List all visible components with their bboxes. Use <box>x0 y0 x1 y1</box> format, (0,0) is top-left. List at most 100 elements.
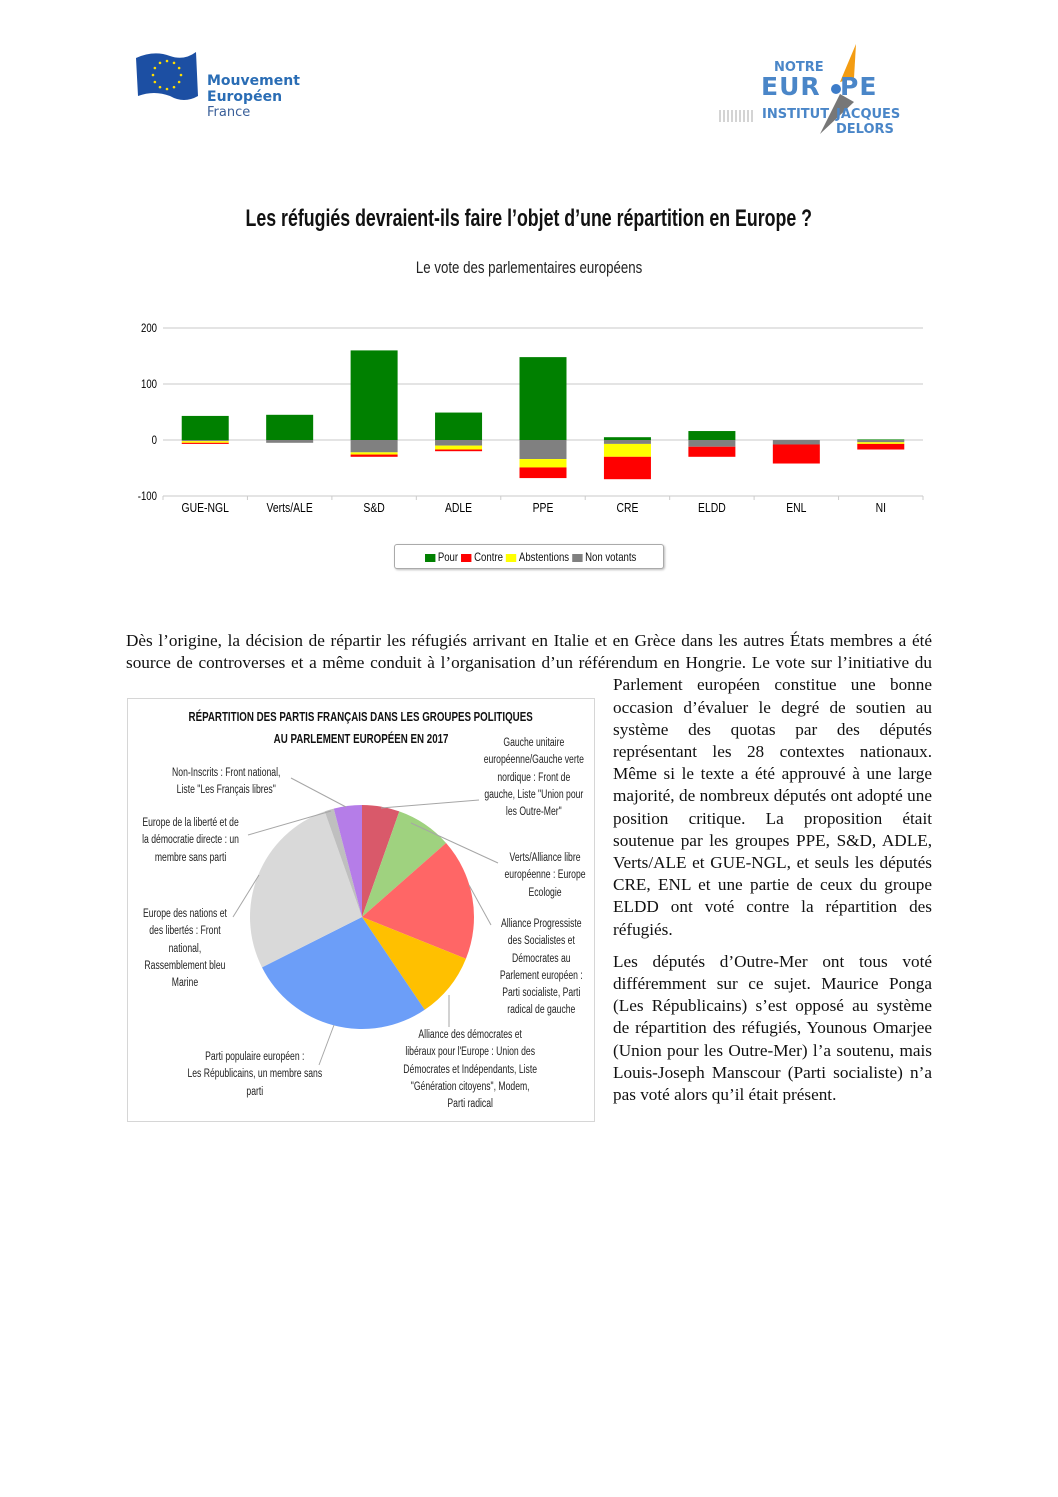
pie-slice-label: Alliance des démocrates et libéraux pour… <box>403 1029 537 1111</box>
pie-slice <box>324 808 362 917</box>
x-tick-label: Verts/ALE <box>267 501 313 515</box>
y-tick-label: 200 <box>141 322 157 335</box>
legend-item: Non votants <box>569 550 636 564</box>
pie-slice-label: Parti populaire européen : Les Républica… <box>187 1051 323 1098</box>
leader-line <box>380 799 480 809</box>
pie-slice-label: Europe de la liberté et de la démocratie… <box>142 817 240 864</box>
pie-slice-label: Alliance Progressiste des Socialistes et… <box>499 918 583 1017</box>
bar-segment-non-votants <box>857 440 905 443</box>
pie-slice <box>250 811 362 968</box>
bar-segment-non-votants <box>688 440 736 447</box>
pie-chart-figure: RÉPARTITION DES PARTIS FRANÇAIS DANS LES… <box>127 698 595 1122</box>
bar-segment-contre <box>603 456 651 480</box>
x-tick-label: ADLE <box>445 501 472 515</box>
bar-segment-abstentions <box>603 443 651 457</box>
x-tick-label: S&D <box>363 501 384 515</box>
bar-segment-non-votants <box>181 440 229 442</box>
logo-text: NOTRE <box>774 60 824 75</box>
bar-segment-pour <box>266 414 314 440</box>
legend-swatch <box>572 553 583 562</box>
leader-line <box>468 884 492 926</box>
bar-segment-pour <box>688 431 736 440</box>
mouvement-europeen-logo: Mouvement Européen France <box>134 48 304 128</box>
bar-segment-contre <box>519 467 567 479</box>
bar-segment-non-votants <box>266 440 314 443</box>
pie-title-line: AU PARLEMENT EUROPÉEN EN 2017 <box>273 732 449 747</box>
legend-swatch <box>506 553 517 562</box>
x-tick-label: ENL <box>786 501 807 515</box>
page-title: Les réfugiés devraient-ils faire l’objet… <box>0 205 1058 233</box>
bar-segment-non-votants <box>603 440 651 444</box>
bar-chart-title-text: Le vote des parlementaires européens <box>415 258 643 277</box>
bar-chart-legend: Pour Contre Abstentions Non votants <box>394 544 664 569</box>
paragraph: Dès l’origine, la décision de répartir l… <box>126 631 932 939</box>
x-tick-label: ELDD <box>698 501 726 515</box>
legend-label: Pour <box>437 550 459 564</box>
eu-flag-icon <box>136 52 198 100</box>
bar-segment-contre <box>772 444 820 464</box>
legend-swatch <box>425 553 436 562</box>
legend-label: Abstentions <box>518 550 570 564</box>
article-body: RÉPARTITION DES PARTIS FRANÇAIS DANS LES… <box>126 630 932 1126</box>
page-title-text: Les réfugiés devraient-ils faire l’objet… <box>245 205 813 232</box>
bar-chart-title: Le vote des parlementaires européens <box>0 258 1058 278</box>
pie-slice <box>362 917 466 1010</box>
logo-text: EUR PE <box>761 72 878 101</box>
pie-chart-title: RÉPARTITION DES PARTIS FRANÇAIS DANS LES… <box>128 705 594 749</box>
legend-item: Contre <box>458 550 503 564</box>
x-tick-label: NI <box>876 501 886 515</box>
y-tick-label: 0 <box>152 434 157 447</box>
bar-segment-non-votants <box>519 440 567 460</box>
compass-needle-icon <box>719 44 856 134</box>
legend-item: Abstentions <box>503 550 569 564</box>
logo-text-line: Mouvement <box>207 73 300 89</box>
x-tick-label: PPE <box>533 501 554 515</box>
pie-slice-label: Europe des nations et des libertés : Fro… <box>143 908 227 990</box>
logo-text-line: Européen <box>207 89 283 105</box>
pie-slice-label: Gauche unitaire européenne/Gauche verte … <box>483 737 585 819</box>
bar-segment-non-votants <box>350 440 398 453</box>
bar-segment-contre <box>435 449 483 452</box>
leader-line <box>247 810 332 836</box>
bar-segment-contre <box>181 442 229 444</box>
x-tick-label: CRE <box>616 501 638 515</box>
bar-segment-pour <box>519 357 567 440</box>
pie-slice <box>362 843 474 959</box>
legend-item: Pour <box>422 550 458 564</box>
legend-swatch <box>461 553 472 562</box>
bar-segment-non-votants <box>772 440 820 445</box>
x-tick-label: GUE-NGL <box>182 501 230 515</box>
bar-segment-pour <box>857 439 905 441</box>
leader-line <box>410 822 499 864</box>
legend-label: Non votants <box>585 550 637 564</box>
bar-segment-abstentions <box>857 442 905 444</box>
bar-segment-pour <box>603 437 651 440</box>
pie-slice-label: Non-Inscrits : Front national, Liste "Le… <box>171 767 281 797</box>
bar-segment-contre <box>857 443 905 450</box>
vote-bar-chart: 200 100 0 -100 GUE-NGL Verts/ALE S&D ADLE PPE CRE… <box>138 322 924 515</box>
leader-line <box>290 777 347 808</box>
bar-segment-contre <box>688 446 736 457</box>
pie-chart <box>232 777 499 1066</box>
bar-segment-abstentions <box>350 452 398 455</box>
bar-segment-pour <box>350 350 398 440</box>
bar-segment-non-votants <box>435 440 483 446</box>
bar-segment-abstentions <box>435 445 483 450</box>
logo-text: JACQUES DELORS <box>836 107 901 137</box>
bar-segment-pour <box>435 412 483 440</box>
bar-segment-abstentions <box>519 459 567 468</box>
notre-europe-logo: NOTRE EUR PE INSTITUT JACQUES DELORS <box>718 42 943 137</box>
y-tick-label: -100 <box>138 490 157 503</box>
logo-text: INSTITUT <box>762 107 830 122</box>
leader-line <box>232 874 260 918</box>
bar-segment-abstentions <box>181 441 229 443</box>
logo-text-line: France <box>207 105 251 120</box>
pie-slice-label: Verts/Alliance libre européenne : Europe… <box>504 852 586 899</box>
pie-title-line: RÉPARTITION DES PARTIS FRANÇAIS DANS LES… <box>188 710 534 724</box>
bar-segment-contre <box>350 454 398 457</box>
legend-label: Contre <box>474 550 503 564</box>
paragraph: Les députés d’Outre-Mer ont tous voté di… <box>613 951 932 1105</box>
pie-slice <box>362 811 447 917</box>
pie-slice <box>333 805 362 917</box>
y-tick-label: 100 <box>141 378 157 391</box>
